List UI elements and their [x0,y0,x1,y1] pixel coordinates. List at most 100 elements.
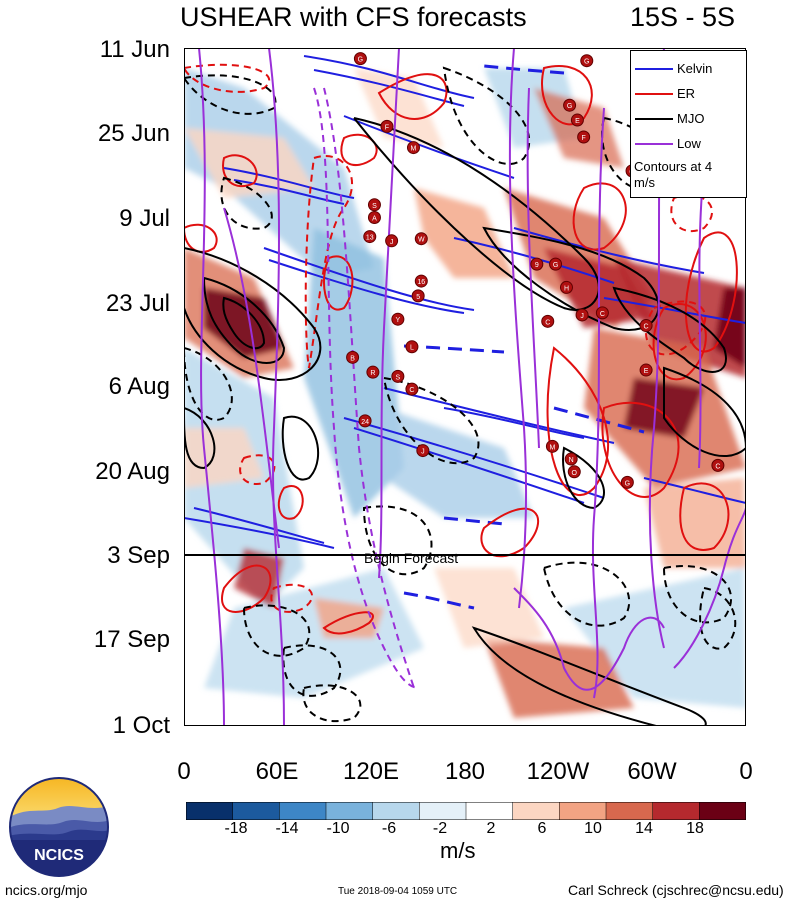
storm-marker: 5 [411,289,425,303]
storm-marker: 24 [358,414,372,428]
storm-marker-label: L [410,345,414,352]
colorbar-cell [699,802,746,820]
colorbar-label: -18 [224,820,248,837]
x-tick-label: 60W [627,758,677,785]
low-contours [198,48,746,726]
storm-marker: L [405,340,419,354]
legend-swatch [635,143,673,145]
legend-label: MJO [677,111,705,126]
timestamp: Tue 2018-09-04 1059 UTC [338,886,458,897]
storm-marker-label: J [390,239,394,246]
x-tick-label: 0 [739,758,753,785]
y-tick-label: 9 Jul [119,205,170,232]
y-tick-label: 11 Jun [99,36,170,63]
storm-marker-label: C [600,311,605,318]
storm-marker-label: G [567,103,572,110]
storm-marker-label: C [715,463,720,470]
colorbar-cell [419,802,467,820]
colorbar-label: 10 [584,820,602,837]
storm-marker-label: W [418,237,425,244]
site-link[interactable]: ncics.org/mjo [5,882,88,898]
storm-marker: C [405,382,419,396]
legend-label: Low [677,136,701,151]
storm-marker: F [380,119,394,133]
storm-marker: C [595,306,609,320]
chart-title: USHEAR with CFS forecasts [180,2,527,32]
y-tick-label: 17 Sep [93,626,170,653]
storm-marker: F [577,130,591,144]
storm-marker: Y [391,312,405,326]
storm-marker: J [385,234,399,248]
colorbar-label: -6 [381,820,397,837]
y-tick-label: 3 Sep [107,542,170,569]
storm-markers: GGGEFFMGSA13JW9G165HJYCCCLBRSCE24JMNOGC [346,52,725,489]
storm-marker: S [367,198,381,212]
storm-marker-label: A [372,216,377,223]
storm-marker-label: F [385,124,389,131]
storm-marker: E [570,113,584,127]
storm-marker-label: B [350,355,355,362]
storm-marker: C [711,458,725,472]
colorbar-units: m/s [440,838,476,863]
storm-marker-label: M [550,444,556,451]
storm-marker-label: 9 [535,262,539,269]
ncics-logo[interactable]: NCICS [8,776,110,878]
region-label: 15S - 5S [630,2,736,32]
legend-swatch [635,68,673,70]
colorbar-label: 18 [686,820,704,837]
storm-marker-label: O [572,470,578,477]
colorbar-cell [279,802,327,820]
colorbar-label: -10 [326,820,350,837]
colorbar-cell [465,802,514,820]
storm-marker: J [575,308,589,322]
storm-marker-label: N [569,457,574,464]
storm-marker-label: G [553,262,558,269]
colorbar-cell [605,802,654,820]
legend-swatch [635,118,673,120]
storm-marker: G [549,257,563,271]
storm-marker: G [563,98,577,112]
storm-marker: G [580,54,594,68]
x-tick-label: 60E [255,758,299,785]
storm-marker-label: H [564,285,569,292]
colorbar-cell [559,802,607,820]
y-tick-label: 1 Oct [112,712,170,739]
storm-marker: O [567,465,581,479]
storm-marker-label: S [396,374,401,381]
colorbar-label: 2 [486,820,496,837]
legend-note: Contours at 4 m/s [634,159,713,190]
storm-marker-label: 16 [417,279,425,286]
legend-label: Kelvin [677,61,713,76]
y-tick-label: 6 Aug [108,373,170,400]
storm-marker: N [564,452,578,466]
storm-marker: 9 [530,257,544,271]
colorbar-cell [512,802,561,820]
storm-marker-label: E [644,368,649,375]
legend-swatch [635,93,673,95]
colorbar-cell [325,802,374,820]
legend-label: ER [677,86,696,101]
storm-marker-label: G [625,480,630,487]
storm-marker-label: E [575,118,580,125]
storm-marker: S [391,369,405,383]
storm-marker-label: G [358,57,363,64]
y-tick-label: 25 Jun [97,120,170,147]
storm-marker: H [559,280,573,294]
storm-marker-label: Y [396,317,401,324]
logo-text: NCICS [34,847,84,864]
y-tick-label: 20 Aug [95,458,170,485]
colorbar-label: -14 [275,820,299,837]
storm-marker-label: M [411,146,417,153]
storm-marker-label: F [582,135,586,142]
storm-marker-label: S [372,203,377,210]
storm-marker: A [367,211,381,224]
storm-marker-label: J [580,313,584,320]
x-tick-label: 120E [342,758,400,785]
colorbar-label: -2 [432,820,448,837]
colorbar-label: 6 [537,820,547,837]
x-tick-label: 180 [444,758,486,785]
storm-marker-label: J [421,449,425,456]
storm-marker: B [346,350,360,364]
x-tick-label: 0 [177,758,191,785]
forecast-label: Begin Forecast [364,550,458,566]
